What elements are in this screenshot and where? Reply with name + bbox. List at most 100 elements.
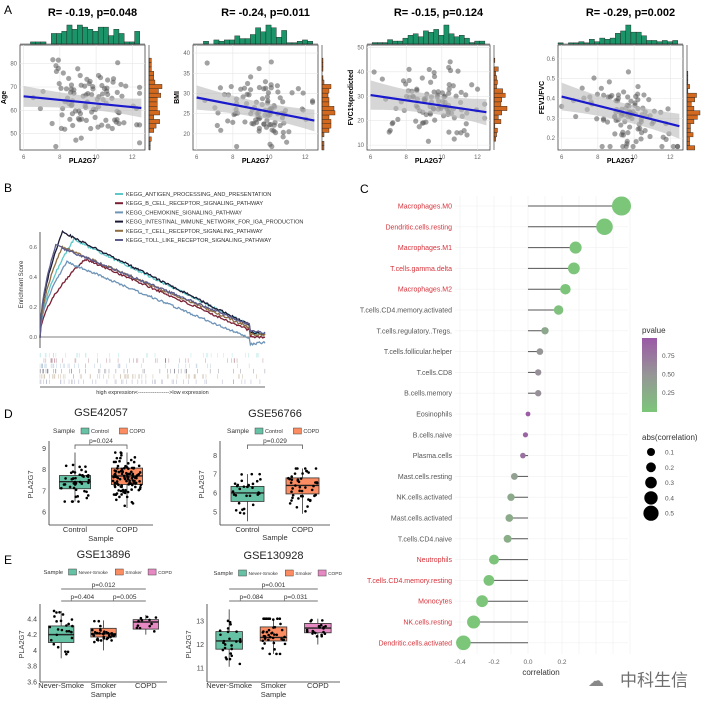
data-point xyxy=(431,89,437,95)
data-point xyxy=(80,482,84,485)
data-point xyxy=(64,650,67,653)
data-point xyxy=(395,116,401,122)
data-point xyxy=(419,75,425,81)
data-point xyxy=(138,471,142,474)
data-point xyxy=(262,79,269,85)
colorbar-tick-label: 0.25 xyxy=(662,390,675,397)
data-point xyxy=(140,618,144,622)
histogram-bar-x xyxy=(61,31,68,45)
lollipop-dot xyxy=(525,411,531,417)
histogram-bar-x xyxy=(66,24,73,45)
data-point xyxy=(261,121,267,127)
data-point xyxy=(277,122,283,129)
data-point xyxy=(261,639,265,643)
lollipop-chart: Macrophages.M0 Dendritic.cells.resting Mac… xyxy=(360,196,698,677)
data-point xyxy=(98,632,101,635)
data-point xyxy=(275,652,278,656)
data-point xyxy=(64,464,68,468)
data-point xyxy=(84,465,87,468)
scatter-plot-a2: 6 8 10 12 20 25 30 35 40 R= -0.24, p=0.011 PLA2G7 B… xyxy=(174,7,336,165)
data-point xyxy=(65,624,68,627)
histogram-bar-y xyxy=(493,79,498,85)
histogram-bar-x xyxy=(123,41,130,45)
chart-title: R= -0.24, p=0.011 xyxy=(221,7,310,19)
data-point xyxy=(113,473,116,476)
legend-swatch xyxy=(80,427,90,435)
data-point xyxy=(446,86,452,92)
data-point xyxy=(121,120,127,126)
data-point xyxy=(230,654,234,658)
lollipop-dot xyxy=(456,635,471,651)
data-point xyxy=(259,96,266,102)
lollipop-dot xyxy=(467,615,481,629)
data-point xyxy=(105,91,111,98)
data-point xyxy=(139,485,142,489)
data-point xyxy=(223,646,227,650)
data-point xyxy=(115,480,119,483)
chart-title: GSE13896 xyxy=(77,549,131,561)
y-tick-label: 0.4 xyxy=(29,275,37,281)
legend-label: KEGG_ANTIGEN_PROCESSING_AND_PRESENTATION xyxy=(126,192,271,198)
data-point xyxy=(115,456,119,460)
histogram-bar-y xyxy=(321,88,330,94)
data-point xyxy=(132,481,136,485)
data-point xyxy=(244,91,250,97)
data-point xyxy=(125,495,129,499)
p-value-label: p=0.031 xyxy=(284,594,308,601)
data-point xyxy=(97,619,101,623)
data-point xyxy=(237,501,241,505)
data-point xyxy=(615,92,622,98)
box xyxy=(132,619,159,630)
data-point xyxy=(120,493,123,496)
data-point xyxy=(618,122,624,128)
y-tick-label: 70 xyxy=(10,85,17,91)
data-point xyxy=(148,624,152,628)
histogram-bar-x xyxy=(672,40,678,45)
data-point xyxy=(263,637,267,640)
data-point xyxy=(118,459,121,463)
data-point xyxy=(55,57,61,63)
data-point xyxy=(300,90,306,96)
data-point xyxy=(90,83,96,90)
y-tick-label: 10 xyxy=(357,143,364,149)
legend-label: Smoker xyxy=(125,570,142,576)
histogram-bar-y xyxy=(148,127,154,133)
lollipop-dot xyxy=(535,369,542,376)
x-axis-label: Sample xyxy=(88,534,113,543)
data-point xyxy=(291,487,294,490)
histogram-bar-x xyxy=(234,35,241,45)
data-point xyxy=(222,639,226,643)
data-point xyxy=(130,470,133,474)
histogram-bar-y xyxy=(686,123,691,129)
x-tick-label: 12 xyxy=(302,155,309,161)
data-point xyxy=(265,90,272,96)
data-point xyxy=(469,82,475,88)
histogram-bar-x xyxy=(77,24,83,45)
histogram-bar-x xyxy=(620,30,626,45)
data-point xyxy=(68,485,72,489)
data-point xyxy=(238,511,242,515)
data-point xyxy=(112,117,118,123)
x-tick-label: COPD xyxy=(292,525,314,534)
data-point xyxy=(272,641,276,645)
row-label: B.cells.memory xyxy=(404,391,452,398)
histogram-bar-y xyxy=(493,110,503,116)
y-tick-label: 50 xyxy=(10,132,17,138)
data-point xyxy=(114,493,117,496)
y-tick-label: 5 xyxy=(213,509,217,516)
legend-swatch xyxy=(238,569,247,577)
data-point xyxy=(265,617,268,621)
data-point xyxy=(646,96,652,103)
data-point xyxy=(214,122,220,129)
data-point xyxy=(294,467,298,470)
data-point xyxy=(379,76,385,82)
data-point xyxy=(59,486,63,490)
data-point xyxy=(136,122,143,128)
pvalue-colorbar xyxy=(642,338,657,412)
histogram-bar-x xyxy=(224,39,230,45)
legend-label: COPD xyxy=(303,429,319,435)
data-point xyxy=(153,630,156,633)
data-point xyxy=(66,650,70,654)
histogram-bar-x xyxy=(97,26,104,45)
data-point xyxy=(102,637,106,640)
